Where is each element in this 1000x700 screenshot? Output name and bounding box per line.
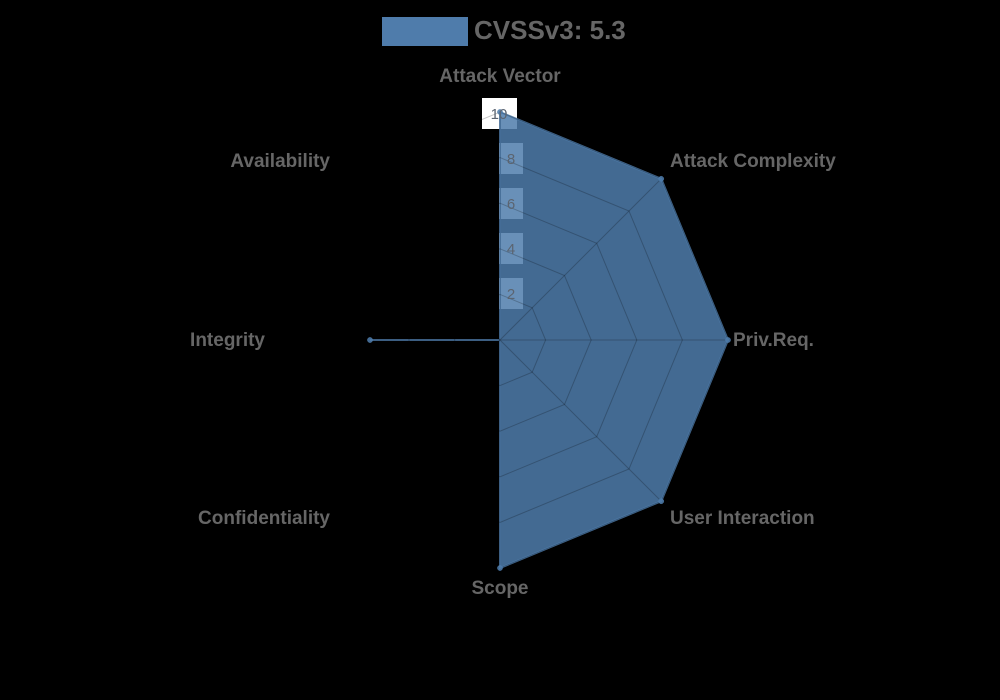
svg-text:10: 10 xyxy=(491,106,508,123)
svg-text:Scope: Scope xyxy=(471,578,528,599)
svg-text:Availability: Availability xyxy=(230,151,330,172)
svg-text:Confidentiality: Confidentiality xyxy=(198,508,330,529)
svg-text:Integrity: Integrity xyxy=(190,330,265,351)
svg-text:CVSSv3: 5.3: CVSSv3: 5.3 xyxy=(474,15,626,45)
svg-text:2: 2 xyxy=(507,286,515,303)
svg-text:Attack Vector: Attack Vector xyxy=(439,66,561,87)
svg-text:Priv.Req.: Priv.Req. xyxy=(733,330,814,351)
svg-text:6: 6 xyxy=(507,196,515,213)
svg-text:Attack Complexity: Attack Complexity xyxy=(670,151,836,172)
svg-text:8: 8 xyxy=(507,151,515,168)
svg-text:User Interaction: User Interaction xyxy=(670,508,815,529)
svg-text:4: 4 xyxy=(507,241,515,258)
